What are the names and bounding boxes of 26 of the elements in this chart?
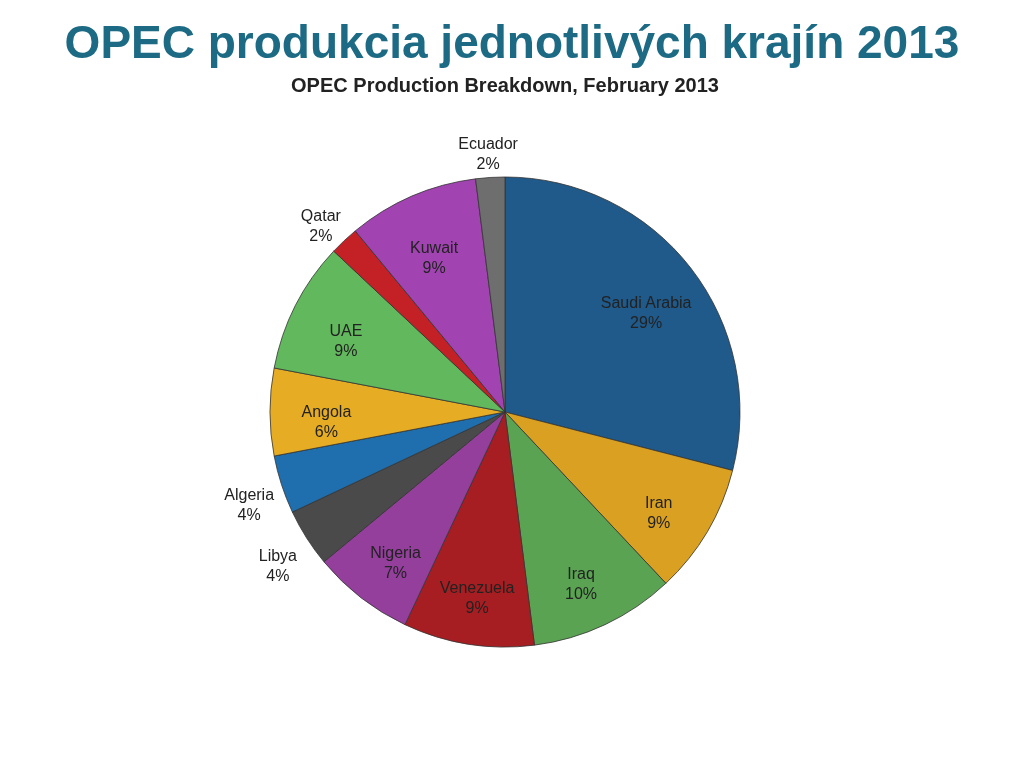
- data-label: 9%: [422, 259, 446, 277]
- slice-label: Venezuela: [439, 579, 515, 597]
- slice-label: Saudi Arabia: [600, 293, 692, 311]
- data-label: 9%: [465, 599, 489, 617]
- slice-label: Kuwait: [410, 239, 459, 257]
- data-label: 2%: [476, 154, 500, 172]
- slice-label: Iraq: [567, 564, 595, 582]
- data-label: 4%: [237, 506, 261, 524]
- data-label: 7%: [383, 564, 408, 582]
- data-label: 9%: [334, 341, 358, 359]
- data-label: 9%: [647, 513, 671, 531]
- chart-title: OPEC produkcia jednotlivých krajín 2013: [63, 15, 961, 70]
- data-label: 29%: [630, 313, 663, 331]
- slice-label: Angola: [301, 403, 352, 420]
- slice-label: Qatar: [300, 206, 342, 224]
- data-label: 10%: [565, 584, 598, 602]
- data-label: 2%: [309, 226, 333, 244]
- data-label: 4%: [266, 567, 290, 585]
- slice-label: UAE: [329, 321, 363, 339]
- slice-label: Libya: [258, 547, 298, 565]
- slice-label: Iran: [644, 493, 673, 511]
- slice-label: Ecuador: [458, 134, 519, 152]
- slice-label: Nigeria: [370, 544, 421, 562]
- data-label: 6%: [314, 423, 338, 440]
- chart-subtitle: OPEC Production Breakdown, February 2013: [291, 73, 719, 96]
- slice-label: Algeria: [224, 486, 275, 504]
